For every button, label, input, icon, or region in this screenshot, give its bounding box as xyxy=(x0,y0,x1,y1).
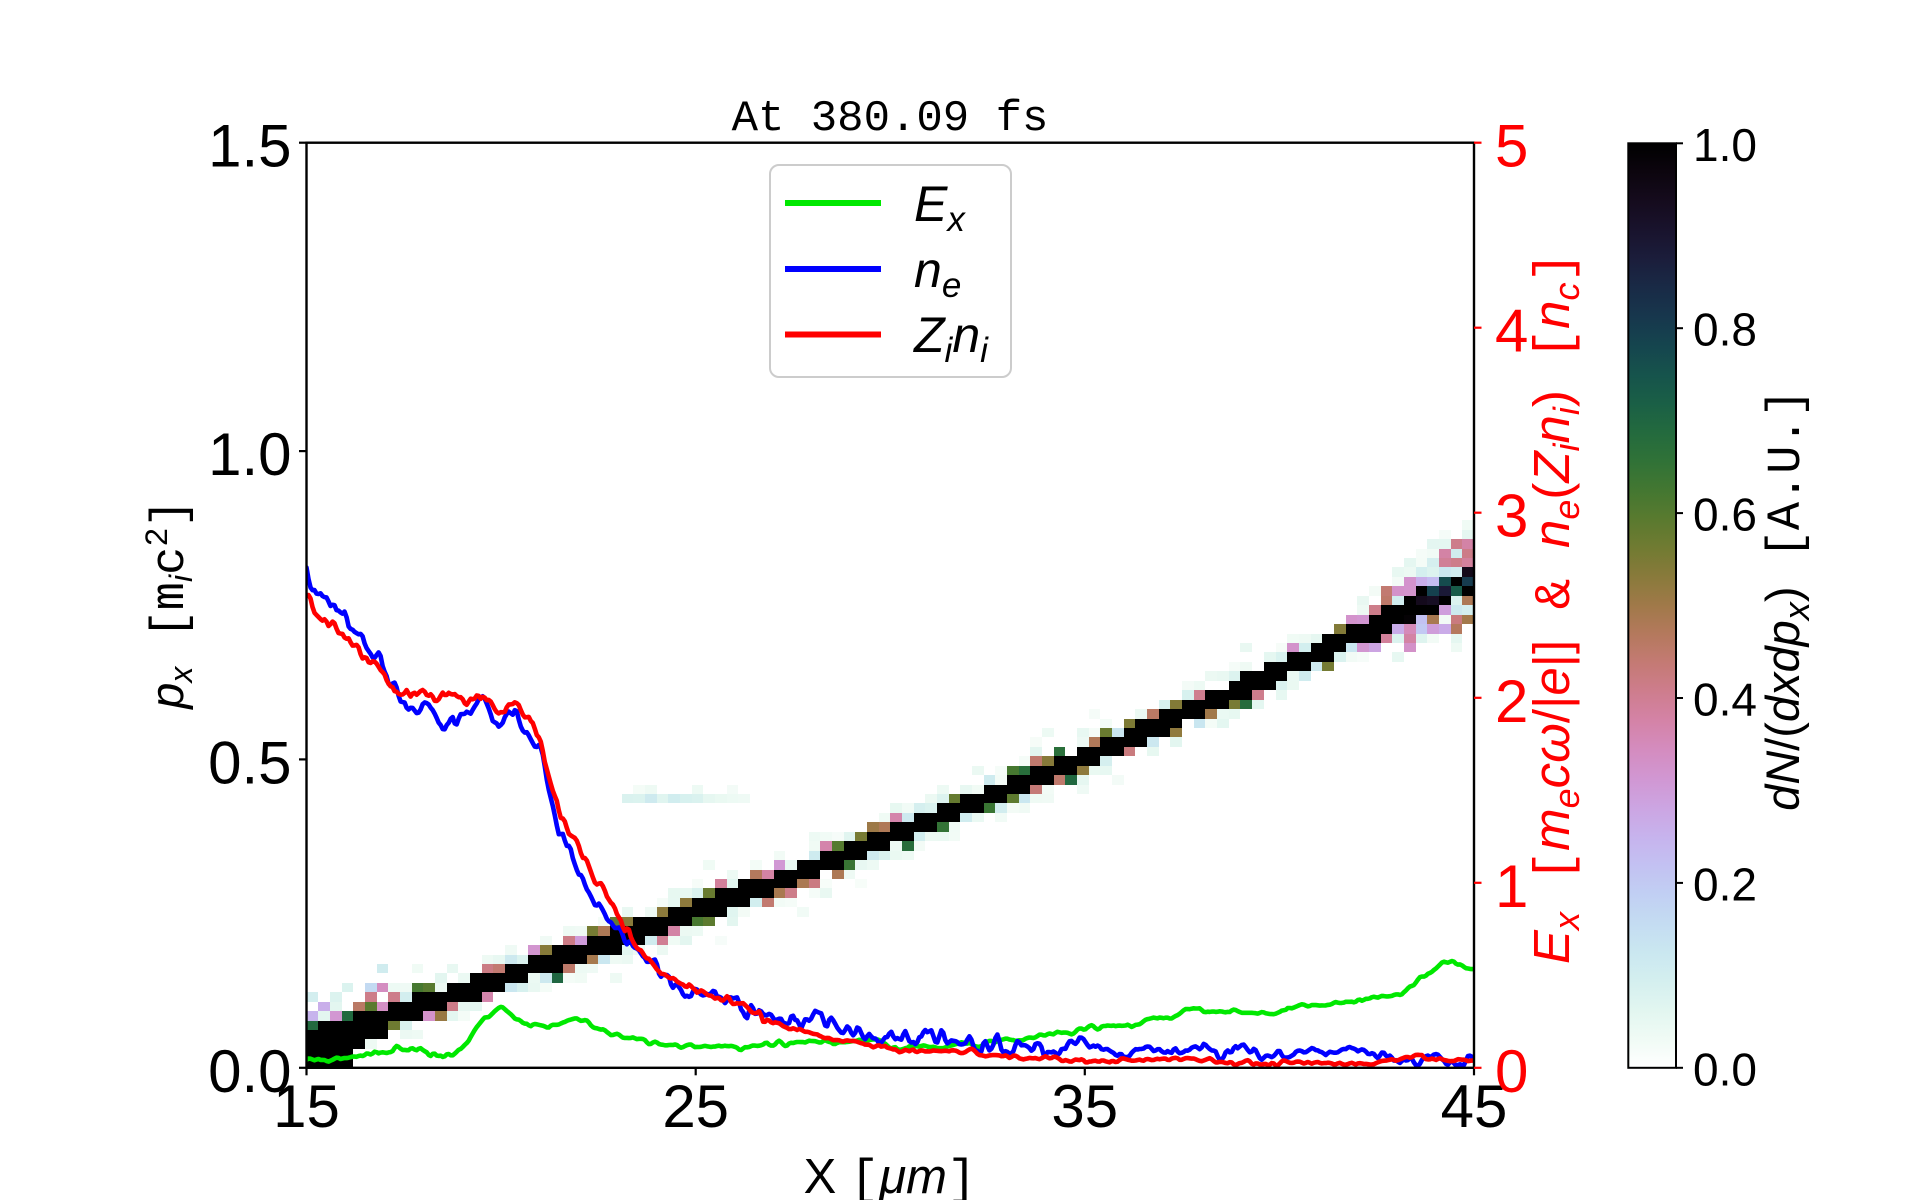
svg-text:1.0: 1.0 xyxy=(1693,119,1757,171)
svg-text:Ex [mecω/|e|] & ne(Zini) [nc]: Ex [mecω/|e|] & ne(Zini) [nc] xyxy=(1523,252,1587,964)
svg-text:3: 3 xyxy=(1495,483,1528,550)
svg-text:0.0: 0.0 xyxy=(208,1038,291,1105)
svg-text:ne: ne xyxy=(914,242,961,305)
svg-text:At 380.09 fs: At 380.09 fs xyxy=(732,94,1049,144)
svg-text:45: 45 xyxy=(1441,1073,1508,1140)
svg-text:1: 1 xyxy=(1495,853,1528,920)
svg-text:Zini: Zini xyxy=(913,307,989,370)
svg-text:0.4: 0.4 xyxy=(1693,674,1757,726)
svg-text:0.8: 0.8 xyxy=(1693,304,1757,356)
svg-text:35: 35 xyxy=(1051,1073,1118,1140)
svg-text:px [mic2]: px [mic2] xyxy=(140,499,199,711)
svg-text:25: 25 xyxy=(662,1073,729,1140)
svg-text:1.5: 1.5 xyxy=(208,113,291,180)
svg-text:Ex: Ex xyxy=(914,176,966,239)
svg-text:2: 2 xyxy=(1495,668,1528,735)
svg-text:0.2: 0.2 xyxy=(1693,858,1757,910)
svg-text:dN/(dxdpx) [A.U.]: dN/(dxdpx) [A.U.] xyxy=(1756,389,1817,811)
svg-text:0: 0 xyxy=(1495,1038,1528,1105)
svg-text:0.0: 0.0 xyxy=(1693,1043,1757,1095)
svg-text:5: 5 xyxy=(1495,113,1528,180)
svg-text:X [μm]: X [μm] xyxy=(804,1150,977,1200)
svg-text:1.0: 1.0 xyxy=(208,421,291,488)
svg-text:0.5: 0.5 xyxy=(208,729,291,796)
svg-text:0.6: 0.6 xyxy=(1693,489,1757,541)
svg-text:15: 15 xyxy=(273,1073,340,1140)
svg-text:4: 4 xyxy=(1495,298,1528,365)
